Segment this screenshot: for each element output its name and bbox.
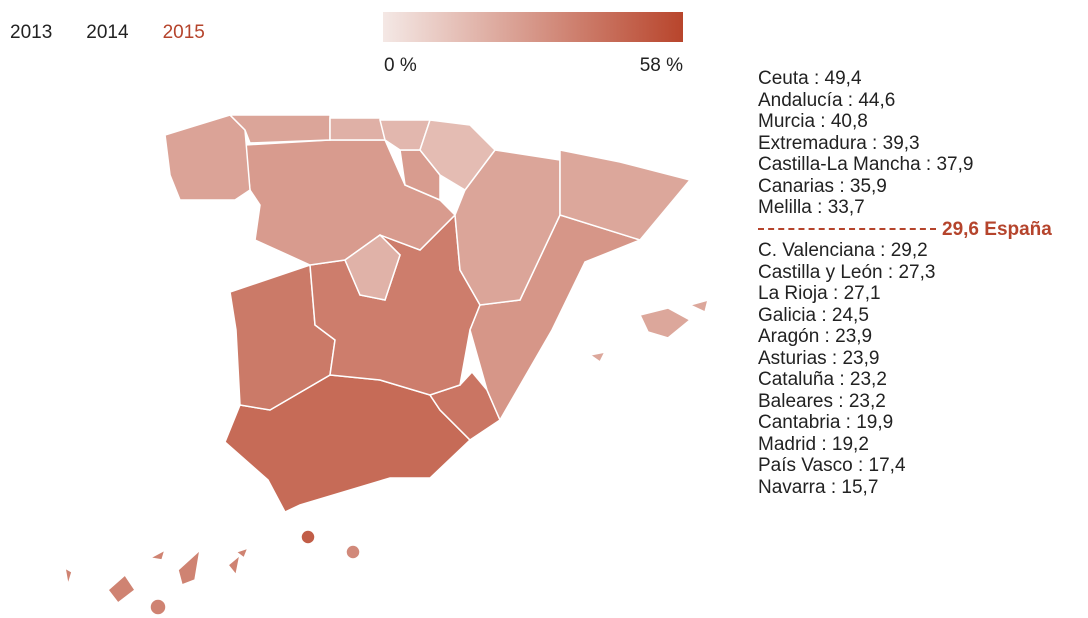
ranking-row: Madrid : 19,2 [758,433,869,455]
region-value: 23,2 [849,369,887,390]
region-name: Navarra [758,476,826,498]
region-name: Madrid [758,433,817,455]
average-name: España [984,218,1052,240]
region-value: 19,9 [856,412,894,433]
region-shape [226,553,242,577]
ranking-row: Baleares : 23,2 [758,390,886,412]
region-shape [419,119,496,191]
region-value: 15,7 [841,476,879,498]
region-shape [379,119,432,151]
ranking-row: La Rioja : 27,1 [758,283,881,304]
region-name: Baleares [758,390,833,412]
ranking-row: Navarra : 15,7 [758,476,879,498]
ranking-row: Castilla-La Mancha : 37,9 [758,154,974,175]
average-value: 29,6 [942,218,979,240]
region-name: Andalucía [758,89,843,111]
region-name: Canarias [758,175,835,197]
region-name: Murcia [758,111,816,132]
region-value: 49,4 [824,68,862,89]
region-name: Aragón [758,326,820,347]
year-tab[interactable]: 2013 [10,22,53,43]
scale-max: 58 % [639,55,683,76]
map [63,114,710,616]
region-shape [638,307,692,339]
region-shape [234,546,250,560]
ranking: Ceuta : 49,4 Andalucía : 44,6 Murcia : 40,… [758,68,1052,498]
region-shape [228,114,331,144]
region-value: 19,2 [831,433,869,455]
region-shape [147,548,167,561]
region-name: Cataluña [758,369,835,390]
ranking-row: Murcia : 40,8 [758,111,868,132]
region-name: Cantabria [758,412,841,433]
region-name: Ceuta [758,68,809,89]
year-tab[interactable]: 2014 [86,22,129,43]
dash-line [758,228,936,231]
region-name: Castilla-La Mancha [758,154,921,175]
region-value: 27,1 [843,283,881,304]
ranking-row: País Vasco : 17,4 [758,455,906,476]
region-name: La Rioja [758,283,828,304]
ranking-row: Cantabria : 19,9 [758,412,894,433]
ranking-row: Galicia : 24,5 [758,304,869,326]
ranking-row: Cataluña : 23,2 [758,369,887,390]
average-row: 29,6 España [758,219,1052,241]
region-shape [559,149,692,241]
region-value: 23,2 [848,390,886,412]
ranking-row: Ceuta : 49,4 [758,68,862,89]
ranking-row: Canarias : 35,9 [758,175,887,197]
region-value: 29,2 [890,240,928,261]
region-shape [244,139,457,266]
region-name: Asturias [758,347,827,369]
region-value: 37,9 [936,154,974,175]
scale-min: 0 % [384,55,417,76]
year-tabs: 2013 2014 2015 [10,22,239,44]
region-shape [106,573,137,605]
ranking-row: Castilla y León : 27,3 [758,261,936,283]
region-shape [687,298,710,314]
ranking-row: Andalucía : 44,6 [758,89,896,111]
region-shape [588,350,607,364]
region-name: Galicia [758,304,817,326]
region-name: C. Valenciana [758,240,875,261]
region-value: 33,7 [827,197,865,218]
region-shape [149,598,167,616]
region-name: Melilla [758,197,812,218]
ranking-row: C. Valenciana : 29,2 [758,240,928,261]
region-shape [177,547,202,586]
region-value: 23,9 [835,326,873,347]
region-value: 23,9 [842,347,880,369]
region-value: 24,5 [831,304,869,326]
ranking-row: Melilla : 33,7 [758,197,865,218]
region-shape [329,117,386,141]
region-value: 44,6 [858,89,896,111]
region-value: 39,3 [882,132,920,154]
region-value: 17,4 [868,455,906,476]
region-name: Castilla y León [758,261,883,283]
ranking-row: Asturias : 23,9 [758,347,880,369]
region-shape [164,114,251,201]
ranking-row: Aragón : 23,9 [758,326,873,347]
color-scale [383,12,683,42]
year-tab[interactable]: 2015 [162,22,205,43]
ranking-row: Extremadura : 39,3 [758,132,920,154]
region-name: País Vasco [758,455,853,476]
region-shape [300,529,316,545]
region-name: Extremadura [758,132,867,154]
region-shape [344,234,401,301]
region-shape [63,566,73,586]
region-value: 27,3 [898,261,936,283]
region-shape [428,370,501,441]
region-value: 35,9 [849,175,887,197]
region-value: 40,8 [830,111,868,132]
region-shape [454,149,561,306]
region-shape [345,544,361,560]
